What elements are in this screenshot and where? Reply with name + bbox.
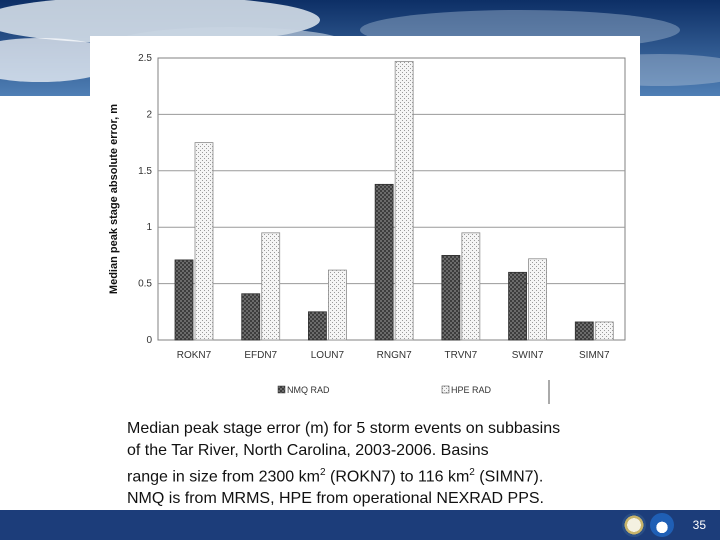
caption-line-3: range in size from 2300 km2 (ROKN7) to 1…: [127, 467, 544, 486]
bar-nmq-simn7: [574, 321, 594, 341]
figure-caption: Median peak stage error (m) for 5 storm …: [127, 418, 687, 510]
x-tick-label: EFDN7: [244, 350, 277, 361]
y-tick-label: 1.5: [138, 166, 152, 177]
legend-swatch-hpe: [441, 385, 450, 394]
doc-seal-icon: [622, 513, 646, 537]
page-number: 35: [692, 518, 706, 532]
legend-label-nmq: NMQ RAD: [287, 385, 330, 395]
bar-nmq-rngn7: [374, 183, 394, 341]
x-tick-label: ROKN7: [177, 350, 212, 361]
y-tick-label: 0.5: [138, 279, 152, 290]
bar-nmq-rokn7: [174, 259, 194, 341]
bar-nmq-trvn7: [441, 254, 461, 341]
bar-nmq-efdn7: [241, 293, 261, 341]
x-tick-label: TRVN7: [445, 350, 478, 361]
y-tick-label: 2.5: [138, 53, 152, 64]
bar-chart: 2.5 2 1.5 1 0.5 0 ROKN7 EFDN7 LOUN7 RNGN7 TRVN7 SW…: [108, 53, 626, 404]
y-axis-title: Median peak stage absolute error, m: [108, 104, 120, 294]
caption-line-2: of the Tar River, North Carolina, 2003-2…: [127, 442, 489, 459]
noaa-logo-icon: [650, 513, 674, 537]
bar-hpe-swin7: [528, 258, 547, 341]
y-tick-label: 2: [146, 109, 152, 120]
bar-hpe-trvn7: [461, 232, 481, 341]
bar-nmq-loun7: [308, 311, 327, 341]
legend: NMQ RAD HPE RAD: [277, 380, 550, 404]
legend-swatch-nmq: [277, 385, 286, 394]
bar-nmq-swin7: [508, 271, 527, 341]
caption-line-4: NMQ is from MRMS, HPE from operational N…: [127, 490, 544, 508]
x-tick-label: SIMN7: [579, 350, 610, 361]
bar-hpe-loun7: [328, 269, 347, 341]
bar-hpe-simn7: [594, 321, 614, 341]
x-tick-label: LOUN7: [311, 350, 345, 361]
y-tick-label: 1: [146, 222, 152, 233]
footer-bar: 35: [0, 510, 720, 540]
caption-line-1: Median peak stage error (m) for 5 storm …: [127, 420, 561, 437]
bar-hpe-rokn7: [194, 142, 214, 341]
x-tick-label: RNGN7: [377, 350, 412, 361]
y-tick-label: 0: [146, 335, 152, 346]
bar-hpe-efdn7: [261, 232, 281, 341]
x-tick-label: SWIN7: [512, 350, 544, 361]
chart-panel: 2.5 2 1.5 1 0.5 0 ROKN7 EFDN7 LOUN7 RNGN7 TRVN7 SW…: [90, 36, 640, 408]
bar-hpe-rngn7: [394, 60, 414, 341]
legend-label-hpe: HPE RAD: [451, 385, 492, 395]
